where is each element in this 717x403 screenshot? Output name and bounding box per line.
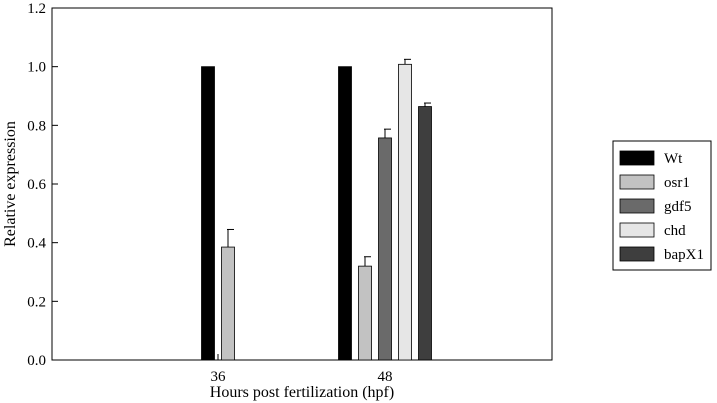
legend-label-Wt: Wt bbox=[664, 151, 683, 167]
y-axis-label: Relative expression bbox=[2, 121, 19, 247]
bar-gdf5-48 bbox=[378, 137, 392, 361]
y-tick-label: 0.2 bbox=[27, 294, 46, 310]
x-tick-label: 48 bbox=[378, 369, 393, 385]
legend-swatch-osr1 bbox=[619, 174, 655, 190]
bar-Wt-36 bbox=[201, 66, 215, 361]
y-tick-label: 1.2 bbox=[27, 1, 46, 17]
y-tick-label: 0.6 bbox=[27, 177, 46, 193]
legend-swatch-bapX1 bbox=[619, 246, 655, 262]
x-axis-label: Hours post fertilization (hpf) bbox=[210, 384, 394, 401]
legend-swatch-chd bbox=[619, 222, 655, 238]
y-tick-label: 0.4 bbox=[27, 236, 46, 252]
bar-bapX1-48 bbox=[418, 106, 432, 361]
x-tick-label: 36 bbox=[211, 369, 227, 385]
bar-osr1-36 bbox=[221, 246, 235, 361]
plot-area bbox=[51, 7, 553, 361]
bar-osr1-48 bbox=[358, 265, 372, 361]
legend-swatch-gdf5 bbox=[619, 198, 655, 214]
y-tick-label: 0.8 bbox=[27, 118, 46, 134]
bar-chd-48 bbox=[398, 63, 412, 361]
legend-label-chd: chd bbox=[664, 223, 686, 239]
y-axis-ticks: 0.0 0.2 0.4 0.6 0.8 1.0 1.2 bbox=[27, 1, 58, 369]
legend-label-gdf5: gdf5 bbox=[664, 199, 692, 215]
x-axis-ticks: 36 48 bbox=[211, 354, 393, 385]
legend-label-osr1: osr1 bbox=[664, 175, 690, 191]
legend-swatch-Wt bbox=[619, 150, 655, 166]
legend: Wt osr1 gdf5 chd bapX1 bbox=[612, 140, 712, 271]
y-tick-label: 0.0 bbox=[27, 353, 46, 369]
legend-label-bapX1: bapX1 bbox=[664, 247, 704, 263]
y-tick-label: 1.0 bbox=[27, 60, 46, 76]
bar-Wt-48 bbox=[338, 66, 352, 361]
bars bbox=[201, 58, 432, 361]
